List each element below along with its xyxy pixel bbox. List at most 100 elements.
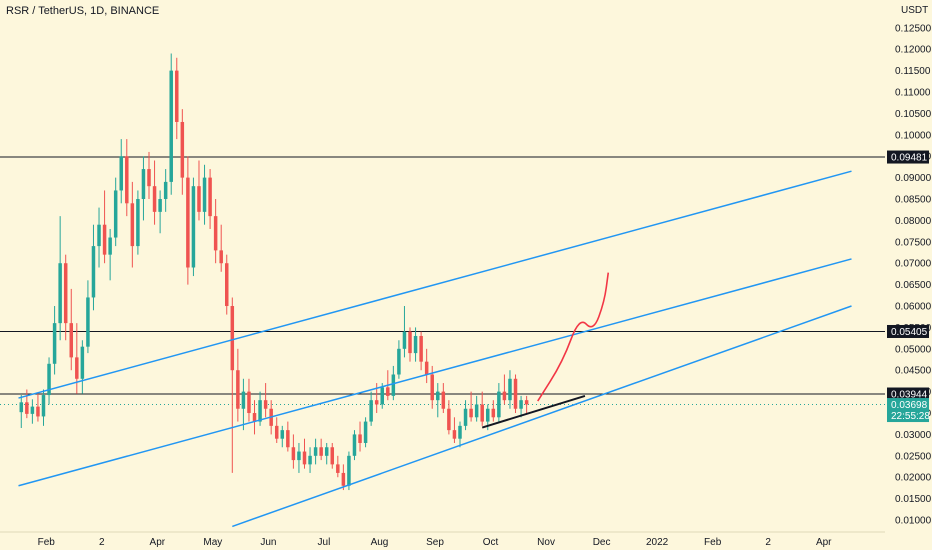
candle	[286, 421, 290, 452]
candle	[363, 417, 368, 448]
candle	[136, 190, 140, 255]
price-axis[interactable]: 0.12500 0.12000 0.11500 0.11000 0.10500 0.100…	[885, 0, 932, 532]
candle-body	[274, 425, 279, 439]
candle	[58, 216, 62, 341]
candle	[341, 464, 346, 491]
candle-body	[197, 186, 201, 212]
candle	[397, 340, 401, 379]
candle-body	[408, 331, 412, 354]
candle	[369, 391, 373, 426]
y-tick-label: 0.03000	[895, 430, 932, 441]
candle	[447, 400, 451, 435]
candle	[175, 57, 179, 140]
y-tick-label: 0.05000	[895, 344, 932, 355]
candle	[108, 228, 112, 281]
candle-body	[191, 186, 196, 268]
candle	[308, 447, 312, 473]
candle	[452, 417, 457, 443]
candle	[302, 438, 307, 469]
candle-body	[463, 408, 468, 426]
candle-body	[125, 156, 129, 204]
y-tick-label: 0.08500	[895, 195, 932, 206]
candle-body	[502, 391, 507, 401]
candle-body	[402, 331, 407, 349]
candle-body	[369, 400, 373, 422]
candle	[502, 374, 507, 405]
candle-body	[474, 404, 479, 418]
candle	[330, 442, 335, 469]
candle-body	[213, 216, 218, 251]
x-tick-label: Dec	[593, 537, 611, 548]
candle-body	[75, 357, 79, 379]
candle	[469, 391, 473, 422]
candle-body	[486, 408, 490, 422]
candle-body	[513, 378, 518, 409]
candle	[347, 451, 351, 491]
candle-body	[63, 263, 68, 324]
support-trendline[interactable]	[481, 394, 586, 429]
x-tick-label: Jul	[318, 537, 331, 548]
candle	[152, 160, 157, 225]
projection-path[interactable]	[537, 272, 610, 402]
candle	[297, 442, 301, 473]
y-tick-label: 0.10500	[895, 109, 932, 120]
candle-body	[308, 455, 312, 465]
price-axis-bg	[885, 0, 932, 532]
time-axis[interactable]: Feb 2 Apr May Jun Jul Aug Sep Oct Nov Dec 2022 Feb 2 A…	[0, 531, 885, 548]
candle-body	[91, 246, 96, 298]
candle-body	[419, 335, 423, 362]
candle	[36, 392, 40, 422]
candle-body	[519, 400, 523, 409]
price-level-tag	[887, 324, 929, 338]
candle	[69, 288, 74, 371]
candle	[336, 455, 340, 478]
current-price-label: 0.03698	[891, 400, 928, 411]
x-tick-label: Oct	[483, 537, 499, 548]
candle-body	[391, 374, 396, 396]
candle	[213, 199, 218, 264]
candle-body	[413, 335, 418, 354]
chart-title: RSR / TetherUS, 1D, BINANCE	[6, 5, 160, 17]
candle-body	[19, 402, 24, 413]
candle-body	[113, 190, 118, 238]
price-level-tag	[887, 150, 929, 164]
trend-channel-line[interactable]	[232, 305, 852, 528]
candle	[324, 442, 329, 465]
candle	[402, 306, 407, 358]
candle	[47, 357, 51, 405]
candle-body	[330, 447, 335, 465]
candle	[80, 340, 85, 394]
candle	[86, 280, 90, 354]
candle-body	[130, 203, 135, 247]
current-price-tag	[887, 398, 929, 423]
candle	[463, 400, 468, 431]
candle-body	[319, 447, 323, 456]
price-level-tag-label: 0.09481	[891, 153, 928, 164]
candle-body	[175, 70, 179, 122]
candle-body	[80, 346, 85, 379]
candle-body	[313, 447, 318, 456]
y-tick-label: 0.11000	[895, 88, 931, 99]
candle-body	[25, 402, 29, 414]
trend-channel-line[interactable]	[18, 258, 852, 487]
candle-body	[386, 387, 390, 396]
candle	[524, 395, 529, 414]
candle	[247, 378, 251, 422]
x-tick-label: Jun	[260, 537, 276, 548]
candle-body	[508, 378, 512, 401]
candle-body	[480, 404, 484, 422]
x-tick-label: 2	[765, 537, 771, 548]
candle	[30, 399, 35, 424]
candle-body	[447, 408, 451, 431]
candle-body	[180, 121, 185, 178]
candle	[119, 139, 123, 204]
x-tick-label: Aug	[371, 537, 389, 548]
trend-channel-line[interactable]	[18, 170, 852, 399]
candle-body	[136, 199, 140, 247]
candle	[91, 224, 96, 311]
candle	[508, 370, 512, 409]
candle-body	[324, 447, 329, 456]
price-level-tag-label: 0.03944	[891, 390, 928, 401]
